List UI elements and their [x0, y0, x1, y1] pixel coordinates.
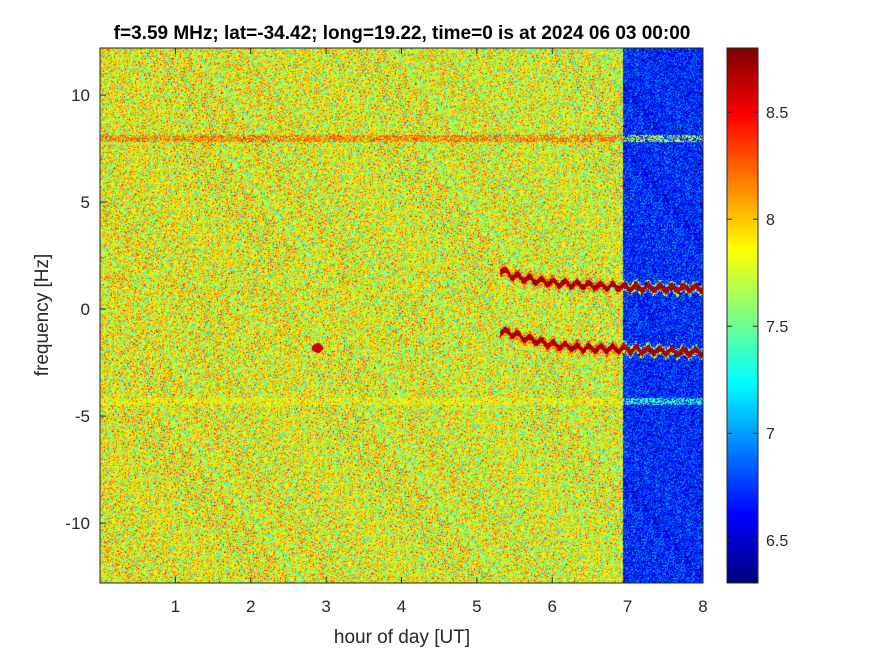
x-tick-label: 6 — [548, 597, 557, 616]
colorbar-ticks: 8.5 8 7.5 7 6.5 — [727, 105, 788, 550]
y-tick-label: -5 — [75, 407, 90, 426]
heatmap-image — [100, 48, 703, 583]
x-tick-label: 5 — [472, 597, 481, 616]
y-tick-label: 10 — [71, 86, 90, 105]
x-tick-label: 7 — [623, 597, 632, 616]
x-tick-label: 3 — [321, 597, 330, 616]
colorbar: 8.5 8 7.5 7 6.5 — [726, 47, 788, 584]
colorbar-tick-label: 6.5 — [766, 533, 788, 550]
y-tick-label: -10 — [65, 514, 90, 533]
colorbar-tick-label: 7 — [766, 426, 775, 443]
chart-title: f=3.59 MHz; lat=-34.42; long=19.22, time… — [114, 23, 691, 44]
x-axis-ticks: 1 2 3 4 5 6 7 8 — [171, 48, 708, 616]
colorbar-tick-label: 7.5 — [766, 319, 788, 336]
x-tick-label: 4 — [397, 597, 406, 616]
colorbar-tick-label: 8 — [766, 212, 775, 229]
plot-area: 1 2 3 4 5 6 7 8 10 5 0 -5 -10 — [65, 47, 708, 616]
x-tick-label: 1 — [171, 597, 180, 616]
x-tick-label: 2 — [246, 597, 255, 616]
y-tick-label: 5 — [81, 193, 90, 212]
y-axis-label: frequency [Hz] — [32, 254, 53, 377]
colorbar-tick-label: 8.5 — [766, 105, 788, 122]
y-tick-label: 0 — [81, 300, 90, 319]
x-axis-label: hour of day [UT] — [334, 627, 470, 648]
colorbar-frame — [726, 47, 759, 584]
colorbar-gradient — [727, 48, 758, 583]
x-tick-label: 8 — [698, 597, 707, 616]
y-axis-ticks: 10 5 0 -5 -10 — [65, 86, 703, 533]
